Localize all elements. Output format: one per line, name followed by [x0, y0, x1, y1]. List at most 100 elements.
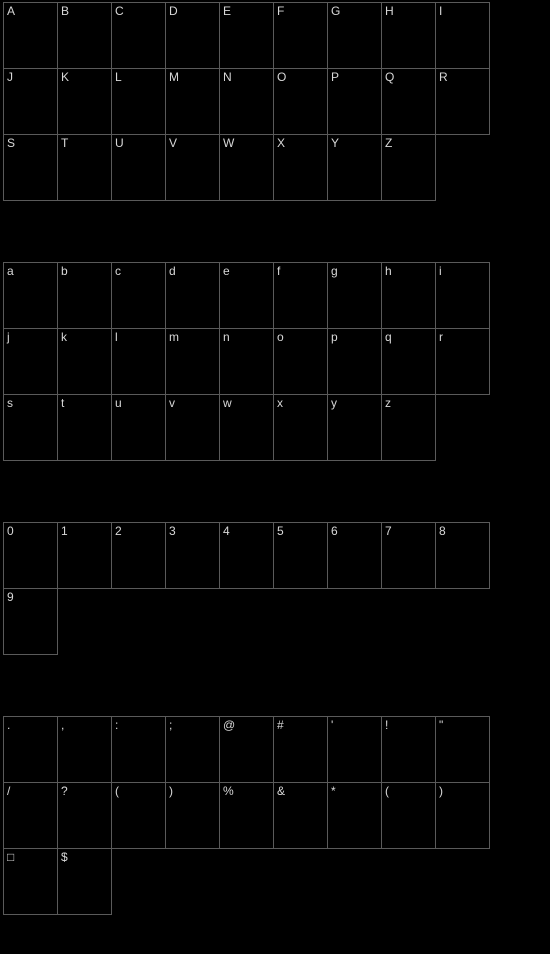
- glyph-cell: $: [57, 848, 112, 915]
- glyph-label: A: [7, 5, 15, 17]
- glyph-cell: !: [381, 716, 436, 783]
- glyph-label: @: [223, 719, 235, 731]
- glyph-cell: q: [381, 328, 436, 395]
- glyph-label: V: [169, 137, 177, 149]
- glyph-cell: x: [273, 394, 328, 461]
- glyph-label: □: [7, 851, 14, 863]
- glyph-label: ": [439, 719, 443, 731]
- glyph-label: Y: [331, 137, 339, 149]
- glyph-cell: Y: [327, 134, 382, 201]
- glyph-label: (: [115, 785, 119, 797]
- glyph-cell: #: [273, 716, 328, 783]
- glyph-label: w: [223, 397, 232, 409]
- glyph-cell: &: [273, 782, 328, 849]
- glyph-cell: e: [219, 262, 274, 329]
- glyph-cell: 1: [57, 522, 112, 589]
- glyph-label: a: [7, 265, 14, 277]
- glyph-cell: B: [57, 2, 112, 69]
- glyph-cell: K: [57, 68, 112, 135]
- font-character-chart: ABCDEFGHIJKLMNOPQRSTUVWXYZabcdefghijklmn…: [0, 0, 550, 954]
- glyph-label: U: [115, 137, 124, 149]
- glyph-cell: R: [435, 68, 490, 135]
- glyph-cell: U: [111, 134, 166, 201]
- glyph-cell: C: [111, 2, 166, 69]
- glyph-cell: 5: [273, 522, 328, 589]
- glyph-cell: u: [111, 394, 166, 461]
- glyph-cell: I: [435, 2, 490, 69]
- glyph-label: Q: [385, 71, 394, 83]
- glyph-cell: H: [381, 2, 436, 69]
- glyph-cell: i: [435, 262, 490, 329]
- glyph-label: 2: [115, 525, 122, 537]
- glyph-cell: f: [273, 262, 328, 329]
- glyph-cell: %: [219, 782, 274, 849]
- glyph-label: j: [7, 331, 10, 343]
- glyph-label: k: [61, 331, 67, 343]
- glyph-label: D: [169, 5, 178, 17]
- glyph-cell: /: [3, 782, 58, 849]
- glyph-label: 0: [7, 525, 14, 537]
- glyph-cell: n: [219, 328, 274, 395]
- glyph-cell: 3: [165, 522, 220, 589]
- glyph-cell: j: [3, 328, 58, 395]
- glyph-cell: (: [111, 782, 166, 849]
- glyph-label: u: [115, 397, 122, 409]
- glyph-cell: Q: [381, 68, 436, 135]
- glyph-cell: ): [435, 782, 490, 849]
- glyph-cell: P: [327, 68, 382, 135]
- glyph-label: ): [439, 785, 443, 797]
- glyph-cell: @: [219, 716, 274, 783]
- glyph-cell: S: [3, 134, 58, 201]
- glyph-label: Z: [385, 137, 392, 149]
- glyph-label: 5: [277, 525, 284, 537]
- glyph-label: M: [169, 71, 179, 83]
- glyph-label: g: [331, 265, 338, 277]
- glyph-cell: p: [327, 328, 382, 395]
- glyph-cell: a: [3, 262, 58, 329]
- glyph-group-uppercase: ABCDEFGHIJKLMNOPQRSTUVWXYZ: [4, 3, 491, 201]
- glyph-label: f: [277, 265, 280, 277]
- glyph-label: t: [61, 397, 64, 409]
- glyph-label: l: [115, 331, 118, 343]
- glyph-label: %: [223, 785, 234, 797]
- glyph-cell: N: [219, 68, 274, 135]
- glyph-cell: l: [111, 328, 166, 395]
- glyph-label: F: [277, 5, 284, 17]
- glyph-cell: F: [273, 2, 328, 69]
- glyph-label: 3: [169, 525, 176, 537]
- glyph-cell: V: [165, 134, 220, 201]
- glyph-label: J: [7, 71, 13, 83]
- glyph-label: o: [277, 331, 284, 343]
- glyph-label: .: [7, 719, 10, 731]
- glyph-label: b: [61, 265, 68, 277]
- glyph-label: q: [385, 331, 392, 343]
- glyph-cell: b: [57, 262, 112, 329]
- glyph-label: K: [61, 71, 69, 83]
- glyph-label: I: [439, 5, 442, 17]
- glyph-label: x: [277, 397, 283, 409]
- glyph-cell: ,: [57, 716, 112, 783]
- glyph-group-punctuation: .,:;@#'!"/?()%&*()□$: [4, 717, 491, 915]
- glyph-label: 8: [439, 525, 446, 537]
- glyph-label: 7: [385, 525, 392, 537]
- glyph-cell: v: [165, 394, 220, 461]
- glyph-label: /: [7, 785, 10, 797]
- glyph-group-digits: 0123456789: [4, 523, 491, 655]
- glyph-label: R: [439, 71, 448, 83]
- glyph-cell: 4: [219, 522, 274, 589]
- glyph-group-lowercase: abcdefghijklmnopqrstuvwxyz: [4, 263, 491, 461]
- glyph-cell: E: [219, 2, 274, 69]
- glyph-label: S: [7, 137, 15, 149]
- glyph-label: c: [115, 265, 121, 277]
- glyph-label: H: [385, 5, 394, 17]
- glyph-cell: :: [111, 716, 166, 783]
- glyph-cell: A: [3, 2, 58, 69]
- glyph-label: ': [331, 719, 333, 731]
- glyph-cell: y: [327, 394, 382, 461]
- glyph-cell: g: [327, 262, 382, 329]
- glyph-label: !: [385, 719, 388, 731]
- glyph-label: ): [169, 785, 173, 797]
- glyph-label: E: [223, 5, 231, 17]
- glyph-label: :: [115, 719, 118, 731]
- glyph-cell: ;: [165, 716, 220, 783]
